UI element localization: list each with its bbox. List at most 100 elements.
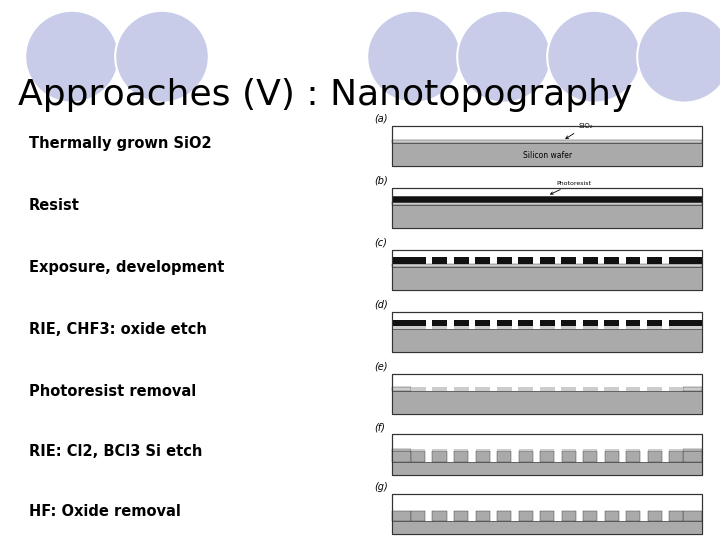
Bar (392, 267, 702, 291)
Text: Photoresist removal: Photoresist removal (29, 384, 196, 399)
Text: Silicon wafer: Silicon wafer (523, 151, 572, 160)
Bar (392, 143, 702, 166)
Bar (392, 312, 702, 352)
Bar (392, 511, 411, 522)
Bar (605, 451, 619, 462)
Text: RIE: Cl2, BCl3 Si etch: RIE: Cl2, BCl3 Si etch (29, 444, 202, 460)
Bar (392, 462, 702, 475)
Bar (582, 326, 598, 329)
Bar (497, 326, 512, 329)
Bar (540, 320, 554, 326)
Bar (392, 449, 411, 451)
Text: Thermally grown SiO2: Thermally grown SiO2 (29, 136, 212, 151)
Text: (g): (g) (374, 482, 388, 492)
Bar (497, 258, 512, 264)
Bar (392, 494, 702, 535)
Bar (411, 326, 426, 329)
Bar (626, 511, 640, 522)
Text: (c): (c) (374, 238, 387, 248)
Bar (392, 522, 702, 535)
Text: Exposure, development: Exposure, development (29, 260, 224, 275)
Ellipse shape (457, 11, 551, 103)
Bar (605, 511, 619, 522)
Text: Photoresist: Photoresist (551, 180, 592, 194)
Bar (475, 320, 490, 326)
Bar (392, 434, 702, 475)
Bar (518, 387, 533, 391)
Text: RIE, CHF3: oxide etch: RIE, CHF3: oxide etch (29, 322, 207, 337)
Bar (562, 326, 576, 329)
Bar (518, 326, 533, 329)
Ellipse shape (25, 11, 119, 103)
Bar (669, 326, 683, 329)
Bar (454, 387, 469, 391)
Bar (669, 258, 683, 264)
Bar (647, 387, 662, 391)
Ellipse shape (637, 11, 720, 103)
Bar (540, 258, 554, 264)
Bar (497, 320, 512, 326)
Bar (475, 511, 490, 522)
Bar (497, 449, 511, 451)
Bar (669, 451, 683, 462)
Bar (392, 187, 702, 228)
Bar (433, 326, 447, 329)
Bar (392, 326, 411, 329)
Bar (392, 195, 702, 202)
Bar (411, 387, 426, 391)
Bar (683, 320, 702, 326)
Bar (454, 451, 468, 462)
Bar (392, 126, 702, 166)
Text: Approaches (V) : Nanotopography: Approaches (V) : Nanotopography (18, 78, 632, 112)
Bar (647, 449, 662, 451)
Bar (582, 258, 598, 264)
Bar (626, 451, 640, 462)
Bar (454, 326, 469, 329)
Bar (392, 387, 411, 391)
Bar (475, 387, 490, 391)
Bar (392, 265, 702, 267)
Bar (647, 326, 662, 329)
Text: (d): (d) (374, 300, 388, 310)
Bar (392, 494, 702, 535)
Bar (582, 320, 598, 326)
Bar (582, 387, 598, 391)
Bar (562, 451, 576, 462)
Bar (518, 451, 533, 462)
Text: (b): (b) (374, 176, 388, 186)
Text: HF: Oxide removal: HF: Oxide removal (29, 504, 181, 519)
Bar (392, 140, 702, 143)
Bar (683, 451, 702, 462)
Bar (626, 387, 641, 391)
Bar (647, 511, 662, 522)
Bar (392, 202, 702, 205)
Bar (562, 258, 576, 264)
Bar (669, 320, 683, 326)
Bar (683, 326, 702, 329)
Bar (647, 258, 662, 264)
Bar (562, 511, 576, 522)
Bar (669, 387, 683, 391)
Bar (392, 312, 702, 352)
Bar (683, 511, 702, 522)
Bar (475, 326, 490, 329)
Bar (392, 374, 702, 415)
Bar (518, 511, 533, 522)
Bar (669, 511, 683, 522)
Bar (518, 320, 533, 326)
Bar (497, 387, 512, 391)
Bar (562, 449, 576, 451)
Bar (626, 258, 641, 264)
Bar (475, 258, 490, 264)
Text: SiO₂: SiO₂ (566, 123, 593, 139)
Bar (475, 451, 490, 462)
Bar (683, 449, 702, 451)
Bar (392, 391, 702, 415)
Bar (392, 205, 702, 228)
Text: (a): (a) (374, 113, 388, 124)
Bar (669, 449, 683, 451)
Bar (583, 451, 598, 462)
Bar (392, 374, 702, 415)
Bar (411, 511, 426, 522)
Bar (604, 326, 619, 329)
